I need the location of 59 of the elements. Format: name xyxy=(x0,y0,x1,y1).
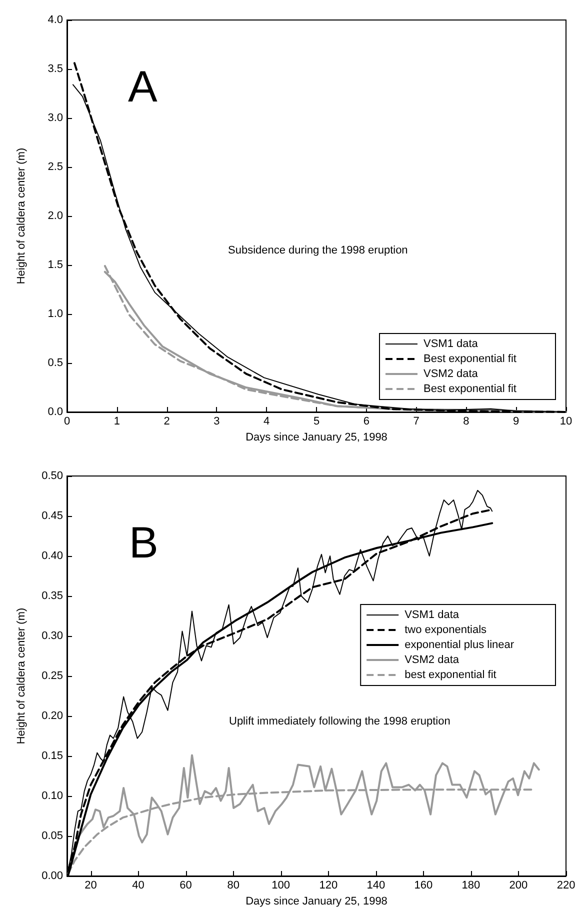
y-tick-label: 0.0 xyxy=(48,406,63,418)
x-tick-label: 6 xyxy=(363,416,370,428)
legend-label: two exponentials xyxy=(404,624,488,636)
y-tick-label: 0.30 xyxy=(42,630,63,642)
y-tick-label: 0.00 xyxy=(42,870,63,882)
x-tick-label: 9 xyxy=(513,416,520,428)
y-tick-label: 0.40 xyxy=(42,550,63,562)
x-tick-label: 120 xyxy=(319,880,338,892)
legend-label: Best exponential fit xyxy=(424,383,516,395)
x-tick-label: 0 xyxy=(64,416,70,428)
x-tick-label: 140 xyxy=(366,880,386,892)
x-tick-label: 7 xyxy=(413,416,420,428)
y-tick-label: 3.5 xyxy=(48,63,63,75)
y-tick-label: 2.5 xyxy=(48,161,63,173)
x-tick-label: 10 xyxy=(560,416,572,428)
annotation: Uplift immediately following the 1998 eruption xyxy=(229,716,450,728)
x-tick-label: 4 xyxy=(264,416,270,428)
legend-label: VSM1 data xyxy=(404,609,460,621)
y-tick-label: 0.10 xyxy=(42,790,63,802)
x-tick-label: 1 xyxy=(114,416,120,428)
x-tick-label: 20 xyxy=(84,880,97,892)
x-tick-label: 100 xyxy=(272,880,290,892)
x-axis-title: Days since January 25, 1998 xyxy=(246,432,388,444)
y-tick-label: 4.0 xyxy=(48,14,63,26)
x-tick-label: 8 xyxy=(463,416,470,428)
x-axis-title: Days since January 25, 1998 xyxy=(246,896,388,908)
x-tick-label: 160 xyxy=(414,880,433,892)
x-tick-label: 5 xyxy=(313,416,320,428)
x-tick-label: 200 xyxy=(509,880,528,892)
y-axis-title: Height of caldera center (m) xyxy=(16,608,28,744)
x-tick-label: 60 xyxy=(180,880,192,892)
annotation: Subsidence during the 1998 eruption xyxy=(228,244,408,256)
y-tick-label: 0.50 xyxy=(42,470,63,482)
x-tick-label: 220 xyxy=(556,880,576,892)
legend-label: VSM2 data xyxy=(424,368,479,380)
y-tick-label: 2.0 xyxy=(48,210,63,222)
y-tick-label: 3.0 xyxy=(48,112,63,124)
y-tick-label: 0.45 xyxy=(42,510,63,522)
annotation: A xyxy=(128,62,158,112)
annotation: B xyxy=(129,518,158,568)
y-tick-label: 0.05 xyxy=(42,830,63,842)
x-tick-label: 40 xyxy=(132,880,144,892)
y-tick-label: 0.15 xyxy=(42,750,63,762)
x-tick-label: 180 xyxy=(462,880,480,892)
y-tick-label: 1.0 xyxy=(48,308,63,320)
y-tick-label: 0.5 xyxy=(48,357,63,369)
x-tick-label: 2 xyxy=(164,416,170,428)
legend-label: exponential plus linear xyxy=(404,639,514,651)
y-tick-label: 1.5 xyxy=(48,259,63,271)
y-tick-label: 0.35 xyxy=(42,590,63,602)
x-tick-label: 3 xyxy=(214,416,220,428)
y-tick-label: 0.20 xyxy=(42,710,63,722)
y-tick-label: 0.25 xyxy=(42,670,63,682)
legend-label: VSM1 data xyxy=(424,338,479,350)
legend-label: Best exponential fit xyxy=(424,353,516,365)
y-axis-title: Height of caldera center (m) xyxy=(16,148,28,284)
x-tick-label: 80 xyxy=(227,880,240,892)
legend-label: VSM2 data xyxy=(404,654,460,666)
legend-label: best exponential fit xyxy=(404,669,496,681)
